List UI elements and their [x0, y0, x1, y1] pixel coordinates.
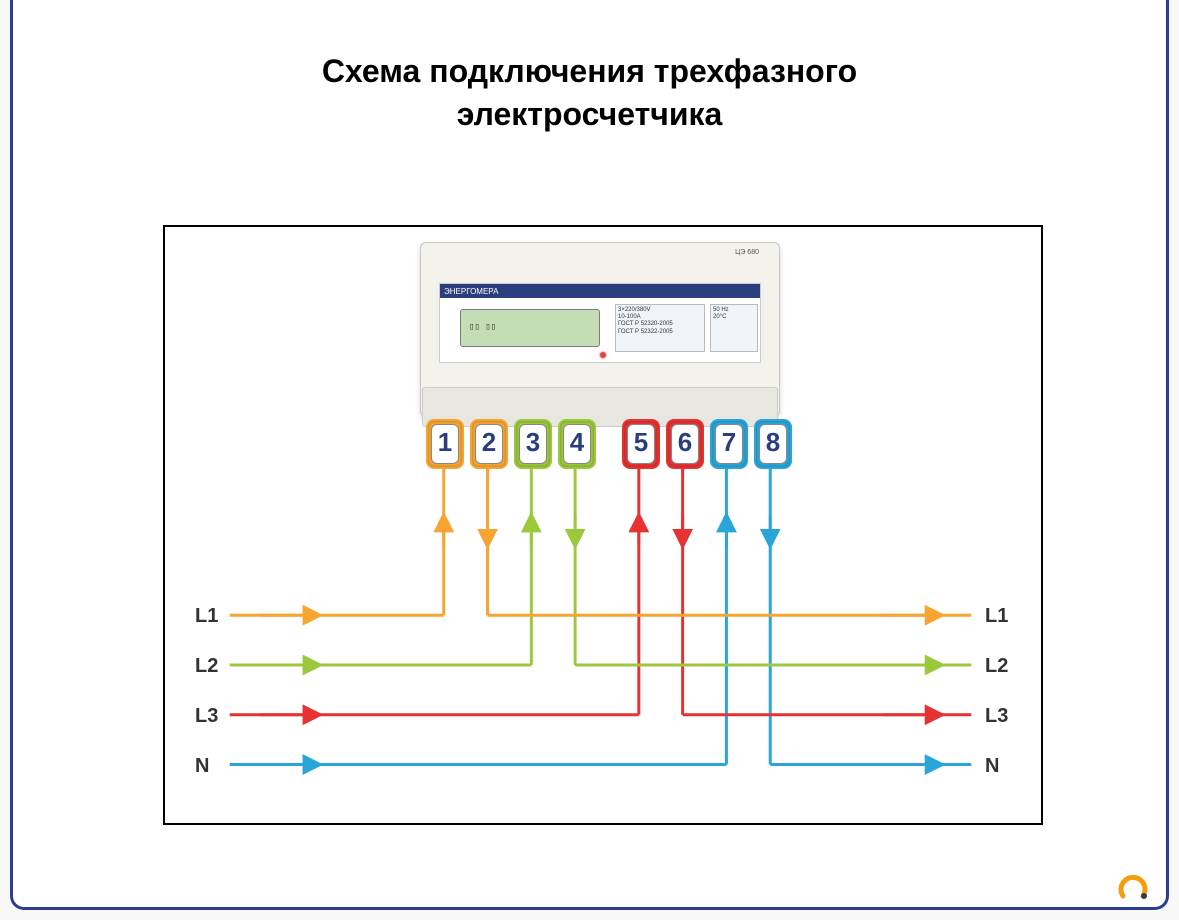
phase-label-right-L2: L2 [985, 655, 1008, 678]
diagram-frame: ЭНЕРГОМЕРА ▯▯ ▯▯ 3×220/380V10-100AГОСТ Р… [163, 225, 1043, 825]
phase-label-left-L2: L2 [195, 655, 218, 678]
phase-label-right-N: N [985, 755, 999, 778]
diagram-title: Схема подключения трехфазного электросче… [13, 50, 1166, 136]
phase-label-right-L3: L3 [985, 705, 1008, 728]
phase-label-left-L3: L3 [195, 705, 218, 728]
wiring-diagram [165, 227, 1041, 824]
phase-label-left-L1: L1 [195, 605, 218, 628]
title-line-1: Схема подключения трехфазного [13, 50, 1166, 93]
slide-frame: Схема подключения трехфазного электросче… [10, 0, 1169, 910]
corner-logo-icon [1118, 871, 1148, 901]
phase-label-right-L1: L1 [985, 605, 1008, 628]
phase-label-left-N: N [195, 755, 209, 778]
title-line-2: электросчетчика [13, 93, 1166, 136]
